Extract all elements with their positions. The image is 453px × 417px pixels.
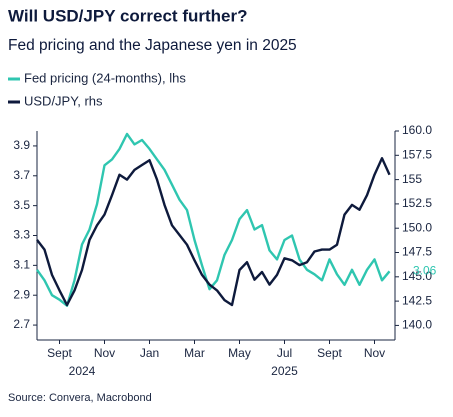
- x-tick-label: May: [228, 346, 251, 360]
- chart-subtitle: Fed pricing and the Japanese yen in 2025: [8, 37, 297, 54]
- x-tick-label: Mar: [184, 346, 205, 360]
- end-label: 3.06: [413, 264, 437, 278]
- source: Source: Convera, Macrobond: [8, 392, 152, 404]
- series-line: [36, 132, 391, 307]
- series-line: [36, 157, 391, 307]
- x-tick-label: Sept: [317, 346, 342, 360]
- y2-tick-label: 160.0: [402, 123, 432, 137]
- y2-tick-label: 140.0: [402, 318, 432, 332]
- x-tick-label: Nov: [94, 346, 115, 360]
- y2-tick-label: 157.5: [402, 147, 432, 161]
- year-label: 2024: [69, 364, 96, 378]
- y2-tick-label: 145.0: [402, 269, 432, 283]
- y-tick-label: 3.1: [13, 258, 30, 272]
- y2-tick-label: 155: [402, 172, 422, 186]
- y-tick-label: 3.9: [13, 138, 30, 152]
- y2-tick-label: 142.5: [402, 293, 432, 307]
- y2-tick-label: 147.5: [402, 245, 432, 259]
- y-tick-label: 3.7: [13, 168, 30, 182]
- chart-title: Will USD/JPY correct further?: [8, 6, 247, 25]
- year-label: 2025: [271, 364, 298, 378]
- x-tick-label: Nov: [364, 346, 385, 360]
- y2-tick-label: 150.0: [402, 220, 432, 234]
- x-tick-label: Jan: [140, 346, 159, 360]
- y-tick-label: 2.9: [13, 287, 30, 301]
- x-tick-label: Sept: [47, 346, 72, 360]
- y-tick-label: 3.3: [13, 228, 30, 242]
- y2-tick-label: 152.5: [402, 196, 432, 210]
- y-tick-label: 3.5: [13, 198, 30, 212]
- y-tick-label: 2.7: [13, 317, 30, 331]
- x-tick-label: Jul: [277, 346, 292, 360]
- legend-label: Fed pricing (24-months), lhs: [24, 70, 186, 85]
- legend-label: USD/JPY, rhs: [24, 93, 103, 108]
